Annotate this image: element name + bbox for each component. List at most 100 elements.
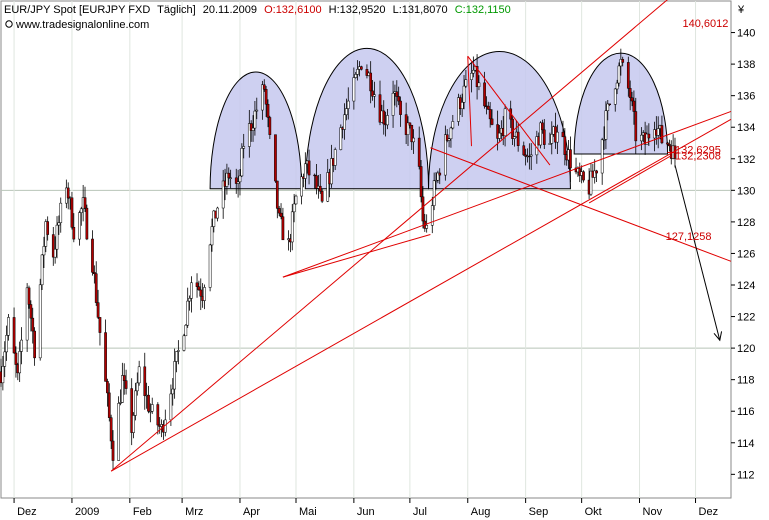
candle	[109, 414, 113, 450]
candle	[107, 383, 111, 422]
candle	[445, 129, 449, 143]
candle-body	[5, 335, 8, 353]
candle-body	[238, 175, 242, 183]
candle-body	[221, 180, 225, 209]
candle-body	[417, 137, 421, 167]
candle-body	[447, 138, 451, 141]
candle	[130, 378, 134, 446]
y-tick-label: 114	[737, 438, 755, 450]
candle-body	[156, 404, 160, 426]
candle-body	[294, 195, 298, 205]
candle	[333, 147, 337, 171]
candle	[33, 327, 36, 366]
candle-body	[83, 197, 87, 209]
candle-body	[18, 351, 22, 374]
candle	[249, 120, 253, 142]
candle	[412, 129, 415, 154]
candle-body	[130, 388, 134, 433]
candle-body	[425, 225, 429, 229]
candle	[464, 69, 468, 88]
candle-body	[539, 122, 542, 146]
candle	[122, 363, 126, 395]
candle-body	[79, 208, 83, 213]
candle-body	[121, 375, 124, 403]
candle	[436, 170, 440, 184]
y-tick-label: 138	[737, 59, 755, 71]
axis-layer: 112 114 116 118 120 122 124 126 128 130 132 134 136 1…	[13, 28, 755, 518]
candle	[5, 325, 8, 361]
currency-symbol: ¥	[737, 4, 745, 16]
candle-body	[111, 440, 115, 461]
candle	[177, 340, 180, 365]
candle-body	[7, 317, 10, 336]
candle	[281, 207, 285, 241]
candle	[438, 168, 442, 185]
candle-body	[274, 134, 277, 182]
candle	[660, 115, 664, 145]
x-tick-label: Nov	[643, 506, 663, 518]
candle	[529, 143, 533, 170]
candle-body	[432, 180, 436, 206]
candle	[135, 372, 139, 396]
candle-body	[556, 131, 559, 143]
candle	[550, 121, 554, 155]
candle	[212, 209, 216, 233]
candle-body	[292, 203, 296, 213]
trend-line	[588, 155, 672, 204]
candle-body	[354, 74, 358, 78]
trend-line	[430, 147, 732, 262]
candle-body	[563, 136, 567, 155]
candle	[419, 159, 423, 203]
candle-body	[227, 172, 231, 179]
candle-body	[320, 190, 324, 202]
candle	[197, 280, 201, 291]
x-tick-label: Okt	[585, 506, 602, 518]
candle	[98, 317, 102, 346]
candle	[238, 169, 242, 196]
candle-body	[472, 69, 475, 74]
candle-body	[604, 110, 608, 140]
y-tick-label: 118	[737, 375, 755, 387]
high-value: H:132,9520	[329, 4, 386, 16]
candle	[121, 362, 124, 404]
candle-body	[408, 122, 412, 126]
dome-arc	[573, 52, 669, 155]
candle-body	[529, 154, 533, 157]
candle-body	[264, 88, 268, 105]
candle-body	[277, 208, 281, 214]
candle	[225, 163, 229, 195]
candle-body	[135, 382, 139, 392]
candle	[320, 188, 324, 204]
candle-body	[313, 174, 317, 177]
candle-body	[70, 197, 74, 228]
candle-body	[498, 132, 501, 139]
candle-body	[42, 246, 46, 256]
y-tick-label: 136	[737, 91, 755, 103]
close-value: C:132,1150	[455, 4, 511, 16]
candle	[373, 81, 376, 108]
candle-body	[522, 145, 526, 156]
candle	[569, 136, 572, 183]
candle	[656, 116, 660, 149]
candle	[593, 159, 597, 184]
candle-body	[356, 69, 359, 75]
candle-body	[25, 287, 29, 341]
candle-body	[593, 170, 597, 178]
candle	[300, 173, 303, 205]
candle	[477, 75, 481, 91]
candle-body	[365, 69, 369, 76]
website-row: www.tradesignalonline.com	[5, 19, 149, 31]
svg-text:EUR/JPY Spot [EURJPY FXD: EUR/JPY Spot [EURJPY FXD Täglich] 20.11.…	[4, 4, 511, 16]
candle-body	[602, 139, 606, 141]
candle-body	[94, 273, 98, 303]
candle-body	[595, 170, 598, 174]
y-tick-label: 112	[737, 469, 755, 481]
candle	[516, 123, 520, 152]
candle-body	[477, 82, 481, 88]
candle	[563, 128, 567, 166]
candle-body	[216, 207, 219, 219]
level-label: 140,6012	[682, 18, 728, 30]
candle-body	[346, 100, 350, 109]
candle-body	[626, 62, 630, 89]
